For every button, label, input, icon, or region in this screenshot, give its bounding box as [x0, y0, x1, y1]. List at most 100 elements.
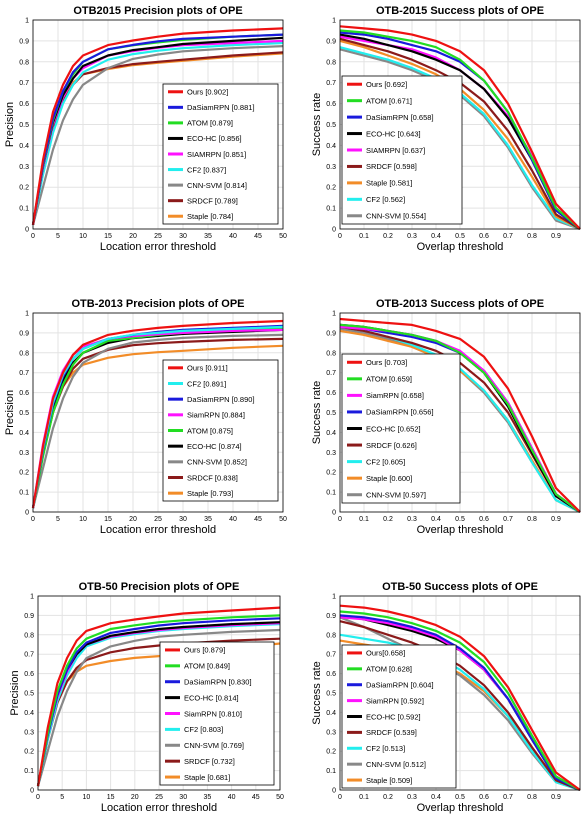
- legend-entry: CF2 [0.891]: [187, 379, 226, 388]
- y-tick-label: 0.1: [326, 768, 336, 775]
- y-tick-label: 0.2: [326, 470, 336, 477]
- x-tick-label: 0.2: [383, 516, 393, 523]
- x-tick-label: 35: [204, 794, 212, 801]
- y-tick-label: 0.6: [19, 390, 29, 397]
- y-tick-label: 0.3: [326, 450, 336, 457]
- legend-entry: CNN-SVM [0.512]: [366, 760, 426, 769]
- x-tick-label: 0.4: [431, 794, 441, 801]
- y-tick-label: 0.4: [326, 143, 336, 150]
- chart-panel-4: 0 0.1 0.2 0.3 0.4 0.5 0.6 0.7 0.8 0.9 1 0 0.1 0.2 0.3 0…: [311, 298, 581, 536]
- y-tick-label: 0.9: [19, 38, 29, 45]
- series-line-cf2: [31, 41, 284, 226]
- x-tick-label: 0.1: [359, 794, 369, 801]
- legend-entry: Staple [0.509]: [366, 776, 412, 785]
- y-tick-label: 1: [332, 18, 336, 25]
- y-tick-label: 0.6: [326, 390, 336, 397]
- y-tick-label: 0.6: [326, 101, 336, 108]
- y-tick-label: 0: [332, 788, 336, 795]
- x-tick-label: 0.8: [527, 233, 537, 240]
- legend-entry: ATOM [0.671]: [366, 96, 412, 105]
- legend-entry: CNN-SVM [0.554]: [366, 212, 426, 221]
- x-tick-label: 15: [107, 794, 115, 801]
- x-tick-label: 15: [104, 233, 112, 240]
- x-tick-label: 20: [129, 516, 137, 523]
- legend-entry: Ours [0.902]: [187, 88, 228, 97]
- y-tick-label: 0.6: [326, 671, 336, 678]
- x-tick-label: 0.6: [479, 516, 489, 523]
- y-tick-label: 0.7: [326, 370, 336, 377]
- plot-frame: [32, 19, 284, 230]
- y-tick-label: 0.7: [19, 370, 29, 377]
- x-axis-label: Overlap threshold: [417, 241, 504, 253]
- plot-frame: [37, 595, 281, 791]
- x-axis-label: Location error threshold: [101, 802, 217, 814]
- y-axis-label: Precision: [4, 102, 16, 147]
- y-tick-label: 0.8: [19, 59, 29, 66]
- x-tick-label: 0.8: [527, 516, 537, 523]
- legend-entry: Staple [0.681]: [184, 773, 230, 782]
- y-tick-label: 0: [30, 788, 34, 795]
- legend-entry: SIAMRPN [0.851]: [187, 150, 246, 159]
- legend: Ours [0.879] ATOM [0.849] DaSiamRPN [0.830…: [159, 641, 275, 786]
- legend-entry: ECO-HC [0.856]: [187, 134, 242, 143]
- x-tick-label: 0.3: [407, 516, 417, 523]
- legend-entry: Staple [0.784]: [187, 212, 233, 221]
- y-tick-label: 0.5: [19, 122, 29, 129]
- legend-entry: DaSiamRPN [0.658]: [366, 113, 434, 122]
- x-axis-label: Overlap threshold: [417, 802, 504, 814]
- series-line-cf2: [339, 633, 581, 792]
- x-tick-label: 45: [254, 516, 262, 523]
- x-tick-label: 5: [56, 516, 60, 523]
- series-line-atom: [339, 29, 581, 230]
- legend-entry: ATOM [0.849]: [184, 662, 230, 671]
- x-axis-label: Location error threshold: [100, 524, 216, 536]
- chart-title: OTB-50 Success plots of OPE: [382, 581, 538, 593]
- x-tick-label: 0.5: [455, 794, 465, 801]
- y-tick-label: 0.2: [19, 470, 29, 477]
- plot-frame: [339, 312, 581, 513]
- legend-entry: SiamRPN [0.810]: [184, 709, 242, 718]
- y-tick-label: 0.5: [326, 691, 336, 698]
- series-line-dasiamrpn: [31, 33, 284, 225]
- series-line-ours: [339, 317, 581, 513]
- x-axis-label: Location error threshold: [100, 241, 216, 253]
- y-tick-label: 1: [25, 311, 29, 318]
- x-tick-label: 0.6: [479, 233, 489, 240]
- y-tick-label: 0.1: [19, 206, 29, 213]
- y-tick-label: 0.6: [24, 671, 34, 678]
- y-tick-label: 0.8: [19, 350, 29, 357]
- y-tick-label: 0.8: [326, 59, 336, 66]
- legend-entry: Staple [0.793]: [187, 489, 233, 498]
- legend-entry: CF2 [0.605]: [366, 457, 405, 466]
- legend-entry: ECO-HC [0.814]: [184, 693, 239, 702]
- legend-entry: DaSiamRPN [0.830]: [184, 678, 252, 687]
- legend-entry: SRDCF [0.838]: [187, 473, 238, 482]
- y-tick-label: 0.1: [24, 768, 34, 775]
- x-tick-label: 50: [279, 516, 287, 523]
- y-tick-label: 0.6: [19, 101, 29, 108]
- y-tick-label: 0.9: [326, 330, 336, 337]
- y-tick-label: 0.1: [326, 206, 336, 213]
- y-tick-label: 0.9: [24, 613, 34, 620]
- y-tick-label: 0.5: [24, 691, 34, 698]
- legend-entry: SiamRPN [0.884]: [187, 411, 245, 420]
- x-axis-label: Overlap threshold: [417, 524, 504, 536]
- x-tick-label: 50: [276, 794, 284, 801]
- x-tick-label: 0.4: [431, 233, 441, 240]
- y-tick-label: 0.4: [326, 430, 336, 437]
- chart-panel-2: 0 0.1 0.2 0.3 0.4 0.5 0.6 0.7 0.8 0.9 1 0 0.1 0.2 0.3 0…: [311, 5, 581, 253]
- x-tick-label: 0.8: [527, 794, 537, 801]
- legend-entry: ECO-HC [0.874]: [187, 442, 242, 451]
- y-tick-label: 0.1: [19, 490, 29, 497]
- legend-entry: CF2 [0.513]: [366, 744, 405, 753]
- legend: Ours [0.902] DaSiamRPN [0.881] ATOM [0.879…: [162, 83, 279, 225]
- plot-frame: [339, 595, 581, 791]
- x-tick-label: 0: [36, 794, 40, 801]
- y-tick-label: 0.2: [19, 185, 29, 192]
- chart-title: OTB-2013 Precision plots of OPE: [72, 298, 245, 310]
- x-tick-label: 0.7: [503, 794, 513, 801]
- x-tick-label: 45: [252, 794, 260, 801]
- legend-entry: ATOM [0.875]: [187, 426, 233, 435]
- series-line-cnn-svm: [31, 45, 284, 226]
- x-tick-label: 0.2: [383, 233, 393, 240]
